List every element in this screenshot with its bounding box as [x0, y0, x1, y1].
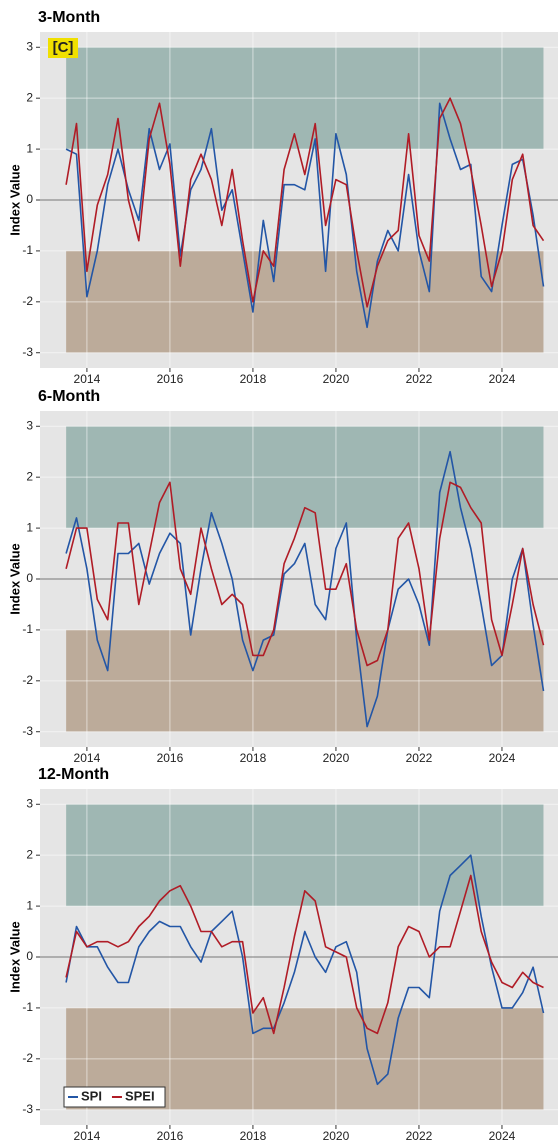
series-line [65, 97, 545, 308]
x-tick-label: 2020 [323, 1129, 350, 1141]
y-tick-label: 1 [26, 520, 33, 534]
x-tick-label: 2024 [489, 372, 516, 386]
y-tick-label: -1 [22, 243, 33, 257]
y-tick-label: 3 [26, 418, 33, 432]
annotation-text: [C] [53, 39, 74, 56]
y-tick-label: 1 [26, 898, 33, 912]
y-tick-label: -1 [22, 1000, 33, 1014]
x-tick-label: 2018 [240, 751, 267, 765]
y-tick-label: 0 [26, 571, 33, 585]
x-tick-label: 2020 [323, 372, 350, 386]
x-tick-label: 2024 [489, 751, 516, 765]
series-line [65, 481, 545, 667]
series-line [65, 102, 545, 329]
y-axis-label: Index Value [7, 921, 22, 993]
y-tick-label: -3 [22, 345, 33, 359]
legend-label: SPEI [125, 1088, 155, 1103]
annotation: [C] [48, 38, 78, 58]
y-tick-label: 2 [26, 90, 33, 104]
y-tick-label: 0 [26, 192, 33, 206]
x-tick-label: 2022 [406, 751, 433, 765]
series-line [65, 874, 544, 1035]
x-tick-label: 2018 [240, 1129, 267, 1141]
y-tick-label: -3 [22, 1102, 33, 1116]
y-tick-label: 3 [26, 796, 33, 810]
x-tick-label: 2024 [489, 1129, 516, 1141]
y-tick-label: -2 [22, 673, 33, 687]
series-line [65, 854, 545, 1086]
y-tick-label: 2 [26, 469, 33, 483]
y-tick-label: 2 [26, 847, 33, 861]
legend: SPI SPEI [63, 1086, 166, 1108]
panel-title: 6-Month [38, 388, 100, 405]
y-tick-label: -2 [22, 1051, 33, 1065]
x-tick-label: 2016 [157, 1129, 184, 1141]
x-tick-label: 2022 [406, 372, 433, 386]
x-tick-label: 2014 [74, 1129, 101, 1141]
y-tick-label: 1 [26, 141, 33, 155]
y-axis-label: Index Value [7, 543, 22, 615]
x-tick-label: 2016 [157, 751, 184, 765]
y-axis-label: Index Value [7, 164, 22, 236]
x-tick-label: 2014 [74, 751, 101, 765]
y-tick-label: 3 [26, 39, 33, 53]
y-tick-label: -1 [22, 622, 33, 636]
panel-title: 3-Month [38, 9, 100, 26]
legend-label: SPI [81, 1088, 102, 1103]
panel-title: 12-Month [38, 766, 109, 783]
x-tick-label: 2014 [74, 372, 101, 386]
x-tick-label: 2016 [157, 372, 184, 386]
x-tick-label: 2018 [240, 372, 267, 386]
x-tick-label: 2020 [323, 751, 350, 765]
y-tick-label: -3 [22, 724, 33, 738]
x-tick-label: 2022 [406, 1129, 433, 1141]
annotation-box [48, 38, 78, 58]
y-tick-label: -2 [22, 294, 33, 308]
y-tick-label: 0 [26, 949, 33, 963]
